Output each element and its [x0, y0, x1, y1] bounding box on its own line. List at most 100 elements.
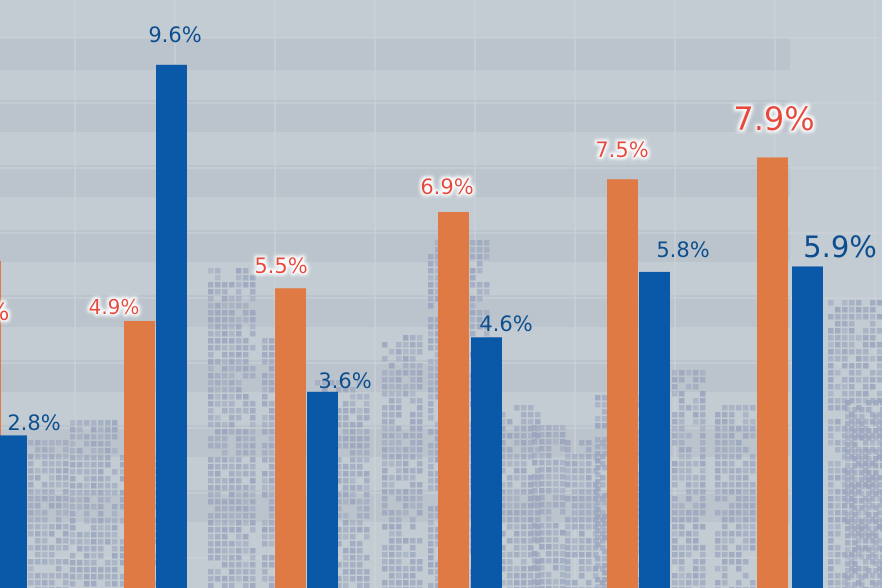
skyline-window [262, 415, 268, 421]
skyline-window [514, 440, 520, 446]
skyline-window [856, 482, 862, 488]
skyline-window [828, 468, 834, 474]
skyline-window [856, 454, 862, 460]
skyline-window [863, 377, 869, 383]
skyline-window [84, 511, 90, 517]
skyline-window [389, 433, 395, 439]
skyline-window [343, 569, 349, 575]
skyline-window [364, 513, 370, 519]
bar-blue-5 [639, 271, 670, 588]
skyline-window [863, 419, 869, 425]
skyline-window [215, 345, 221, 351]
background-band [0, 230, 790, 262]
skyline-window [553, 586, 559, 588]
skyline-window [208, 443, 214, 449]
skyline-window [750, 496, 756, 502]
skyline-window [343, 534, 349, 540]
skyline-window [845, 421, 851, 427]
skyline-window [262, 429, 268, 435]
skyline-window [736, 468, 742, 474]
skyline-window [215, 401, 221, 407]
skyline-window [357, 471, 363, 477]
skyline-window [336, 583, 342, 588]
skyline-window [350, 436, 356, 442]
skyline-window [98, 455, 104, 461]
skyline-window [477, 254, 483, 260]
skyline-window [91, 504, 97, 510]
skyline-window [693, 489, 699, 495]
skyline-window [215, 282, 221, 288]
skyline-window [693, 545, 699, 551]
skyline-window [528, 405, 534, 411]
skyline-window [98, 434, 104, 440]
skyline-window [500, 426, 506, 432]
skyline-window [112, 581, 118, 587]
skyline-window [852, 456, 858, 462]
skyline-window [336, 492, 342, 498]
skyline-window [269, 436, 275, 442]
skyline-window [514, 524, 520, 530]
skyline-window [863, 426, 869, 432]
skyline-window [396, 384, 402, 390]
skyline-window [382, 342, 388, 348]
skyline-window [828, 517, 834, 523]
skyline-window [736, 552, 742, 558]
skyline-window [91, 567, 97, 573]
skyline-window [382, 356, 388, 362]
skyline-window [743, 545, 749, 551]
skyline-window [91, 455, 97, 461]
skyline-window [357, 555, 363, 561]
skyline-window [435, 366, 441, 372]
skyline-window [859, 526, 865, 532]
skyline-window [215, 520, 221, 526]
skyline-window [842, 300, 848, 306]
skyline-window [236, 562, 242, 568]
skyline-window [417, 482, 423, 488]
skyline-window [222, 303, 228, 309]
skyline-window [229, 338, 235, 344]
skyline-window [532, 453, 538, 459]
skyline-window [428, 555, 434, 561]
skyline-window [42, 573, 48, 579]
skyline-window [842, 356, 848, 362]
skyline-window [722, 566, 728, 572]
skyline-window [828, 573, 834, 579]
skyline-window [553, 425, 559, 431]
skyline-window [229, 331, 235, 337]
skyline-window [572, 475, 578, 481]
skyline-window [679, 524, 685, 530]
skyline-window [428, 443, 434, 449]
skyline-window [743, 461, 749, 467]
skyline-window [236, 506, 242, 512]
skyline-window [336, 562, 342, 568]
skyline-window [208, 457, 214, 463]
skyline-window [35, 545, 41, 551]
skyline-window [849, 559, 855, 565]
skyline-window [672, 377, 678, 383]
skyline-window [215, 303, 221, 309]
skyline-window [521, 517, 527, 523]
skyline-window [250, 562, 256, 568]
skyline-window [389, 489, 395, 495]
skyline-window [686, 573, 692, 579]
skyline-window [403, 349, 409, 355]
skyline-window [42, 454, 48, 460]
skyline-window [593, 531, 599, 537]
skyline-window [521, 510, 527, 516]
skyline-window [70, 553, 76, 559]
skyline-window [546, 579, 552, 585]
skyline-window [428, 296, 434, 302]
skyline-window [98, 518, 104, 524]
skyline-window [579, 531, 585, 537]
skyline-window [269, 415, 275, 421]
skyline-window [565, 566, 571, 572]
skyline-window [428, 324, 434, 330]
skyline-window [236, 324, 242, 330]
skyline-window [870, 447, 876, 453]
skyline-window [873, 533, 879, 539]
skyline-window [98, 504, 104, 510]
skyline-window [215, 289, 221, 295]
skyline-window [336, 527, 342, 533]
skyline-window [208, 366, 214, 372]
skyline-window [736, 496, 742, 502]
